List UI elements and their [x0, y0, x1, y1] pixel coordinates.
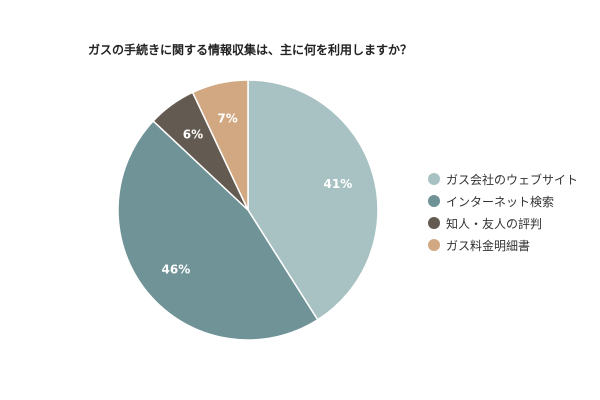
legend-swatch-4 [428, 239, 440, 251]
legend-item-4: ガス料金明細書 [428, 234, 578, 256]
legend-item-2: インターネット検索 [428, 190, 578, 212]
slice-value-label-3: 6% [183, 127, 203, 141]
chart-title: ガスの手続きに関する情報収集は、主に何を利用しますか？ [88, 43, 413, 57]
legend-label-3: 知人・友人の評判 [446, 216, 543, 231]
legend-label-4: ガス料金明細書 [446, 238, 531, 253]
legend-swatch-3 [428, 217, 440, 229]
legend-item-3: 知人・友人の評判 [428, 212, 578, 234]
pie-slice-2 [117, 119, 319, 341]
slice-value-label-1: 41% [324, 177, 353, 191]
legend-label-2: インターネット検索 [446, 194, 555, 209]
legend: ガス会社のウェブサイト インターネット検索 知人・友人の評判 ガス料金明細書 [428, 168, 578, 256]
legend-swatch-2 [428, 195, 440, 207]
legend-swatch-1 [428, 173, 440, 185]
legend-item-1: ガス会社のウェブサイト [428, 168, 578, 190]
legend-label-1: ガス会社のウェブサイト [446, 172, 579, 187]
slice-value-label-2: 46% [162, 263, 191, 277]
pie-slice-4 [191, 79, 249, 211]
slice-value-label-4: 7% [217, 112, 237, 126]
